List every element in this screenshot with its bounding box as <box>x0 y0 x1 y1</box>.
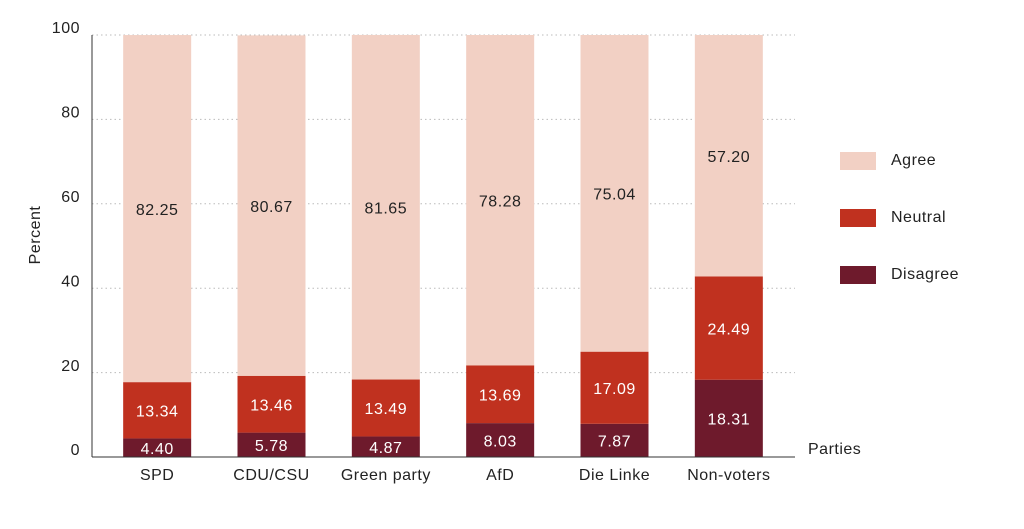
bar-segment <box>351 436 420 457</box>
x-tick-label: SPD <box>140 467 174 484</box>
value-label: 82.25 <box>136 202 179 219</box>
bar-segment <box>580 423 649 457</box>
y-tick-label: 40 <box>61 273 80 290</box>
bar-segment <box>123 35 192 383</box>
y-axis-label: Percent <box>27 206 44 265</box>
value-label: 5.78 <box>255 438 288 455</box>
legend-swatch <box>840 152 876 170</box>
value-label: 13.49 <box>365 401 408 418</box>
x-tick-label: Die Linke <box>579 467 650 484</box>
x-axis-label: Parties <box>808 441 861 458</box>
bar-segment <box>580 35 649 352</box>
value-label: 24.49 <box>708 321 751 338</box>
value-label: 81.65 <box>365 200 408 217</box>
value-label: 8.03 <box>484 433 517 450</box>
x-tick-label: Non-voters <box>687 467 770 484</box>
value-label: 7.87 <box>598 434 631 451</box>
value-label: 13.46 <box>250 397 293 414</box>
y-tick-label: 80 <box>61 105 80 122</box>
y-tick-label: 0 <box>71 442 80 459</box>
bar-segment <box>237 35 306 376</box>
legend-label: Neutral <box>891 209 946 226</box>
bar-segment <box>694 35 763 277</box>
bar-segment <box>237 432 306 457</box>
value-label: 75.04 <box>593 187 636 204</box>
bar-segment <box>237 375 306 433</box>
x-tick-label: Green party <box>341 467 431 484</box>
bar-segment <box>466 35 535 366</box>
value-label: 18.31 <box>708 412 751 429</box>
legend-swatch <box>840 209 876 227</box>
bar-segment <box>351 379 420 437</box>
legend-swatch <box>840 266 876 284</box>
bar-segment <box>694 379 763 457</box>
value-label: 4.87 <box>369 440 402 457</box>
legend-label: Agree <box>891 152 936 169</box>
y-tick-label: 100 <box>52 20 80 37</box>
y-tick-label: 20 <box>61 358 80 375</box>
bar-segment <box>351 34 420 380</box>
y-tick-label: 60 <box>61 189 80 206</box>
value-label: 13.34 <box>136 404 179 421</box>
bar-segment <box>580 351 649 424</box>
legend-label: Disagree <box>891 266 959 283</box>
x-tick-label: AfD <box>486 467 514 484</box>
bar-segment <box>123 382 192 439</box>
bar-segment <box>466 365 535 424</box>
value-label: 17.09 <box>593 381 636 398</box>
value-label: 13.69 <box>479 387 522 404</box>
value-label: 80.67 <box>250 199 293 216</box>
value-label: 4.40 <box>141 441 174 458</box>
value-label: 78.28 <box>479 193 522 210</box>
bar-segment <box>694 276 763 380</box>
bar-segment <box>123 438 192 457</box>
x-tick-label: CDU/CSU <box>233 467 309 484</box>
bar-segment <box>466 423 535 457</box>
value-label: 57.20 <box>708 149 751 166</box>
